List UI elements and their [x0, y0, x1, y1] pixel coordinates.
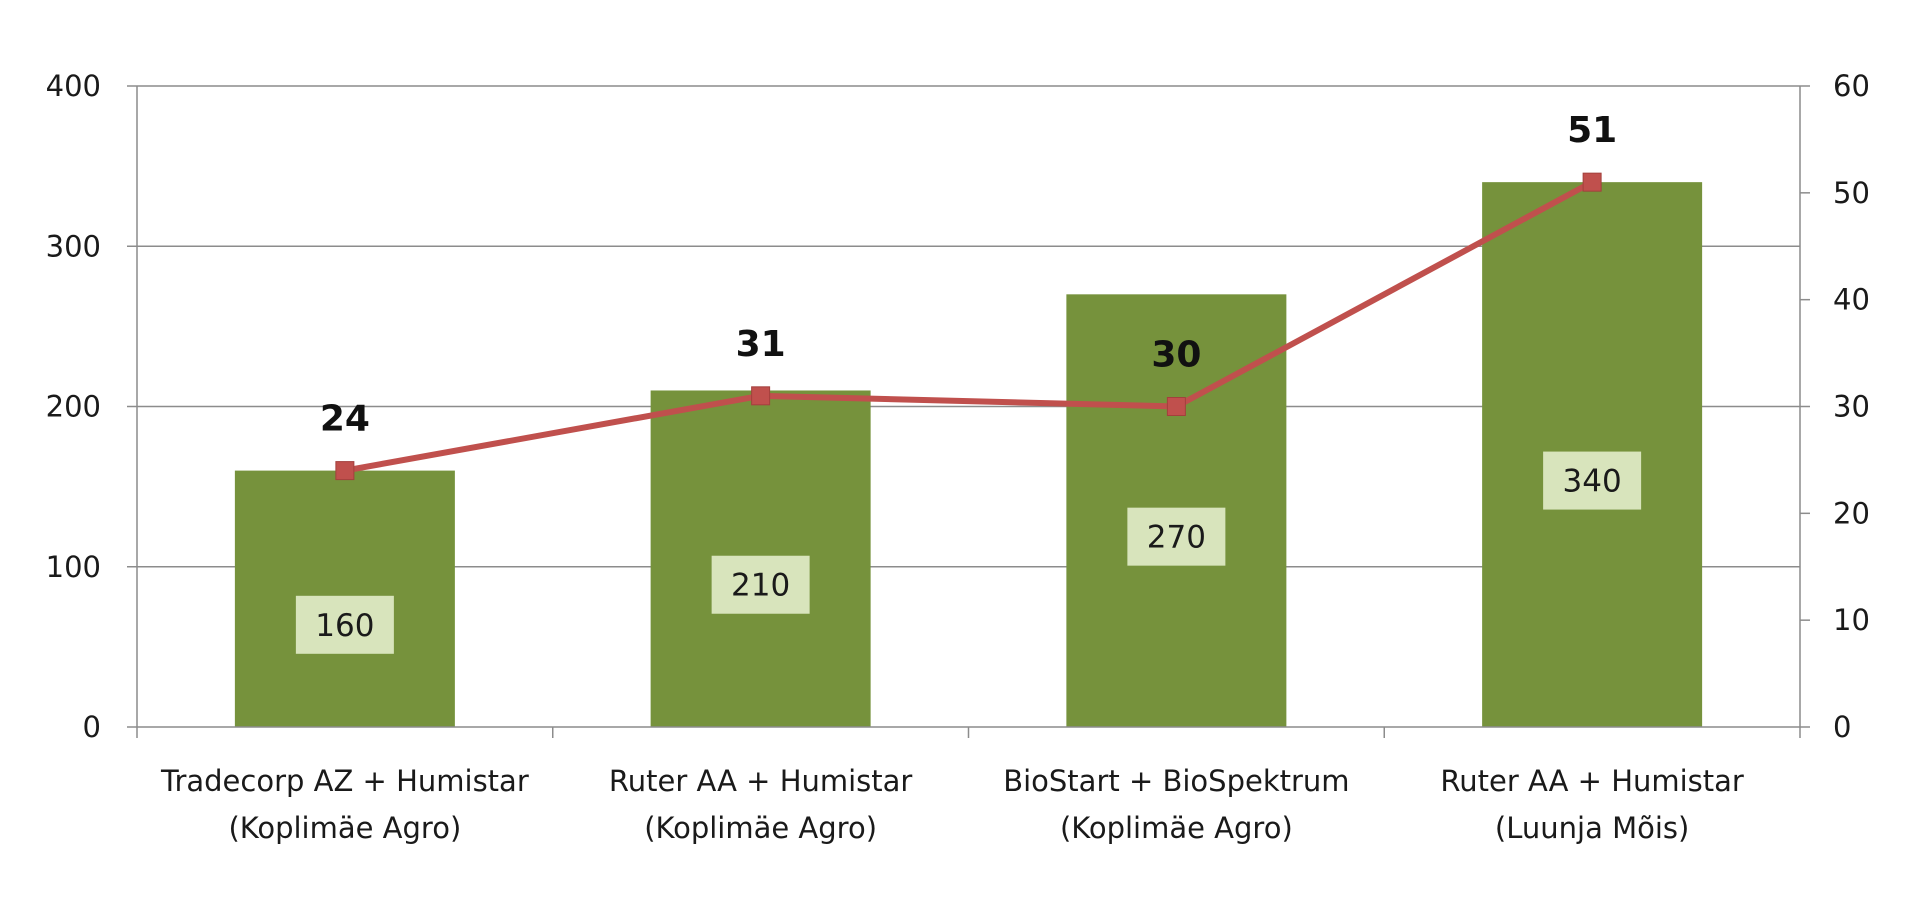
right-y-tick-label: 60: [1833, 69, 1870, 103]
x-category-label: (Luunja Mõis): [1495, 811, 1689, 845]
line-path: [344, 179, 1594, 474]
line-data-label: 24: [320, 399, 370, 440]
line-marker: [751, 386, 771, 406]
bar-data-label: 270: [1147, 520, 1206, 556]
x-category-label: Tradecorp AZ + Humistar: [160, 764, 529, 798]
right-y-tick-label: 50: [1833, 176, 1870, 210]
line-marker: [1166, 397, 1186, 416]
tick-labels: 0 100 200 300 400 0 10 20 30 40 50 60 Tradecorp AZ +…: [46, 69, 1870, 845]
bar-label-box: [1127, 507, 1226, 566]
bar-label-box: [295, 595, 394, 654]
right-y-tick-label: 20: [1833, 496, 1870, 530]
line-marker: [1582, 172, 1602, 192]
x-category-label: (Koplimäe Agro): [228, 811, 461, 845]
line-data-label: 30: [1151, 335, 1201, 376]
bar-label-box: [711, 555, 810, 614]
bar-data-label: 210: [731, 568, 790, 604]
left-y-tick-label: 200: [46, 390, 101, 424]
x-category-label: Ruter AA + Humistar: [1440, 764, 1744, 798]
x-category-label: (Koplimäe Agro): [1060, 811, 1293, 845]
x-category-label: BioStart + BioSpektrum: [1003, 764, 1349, 798]
left-y-tick-label: 400: [46, 69, 101, 103]
bar-series: [234, 182, 1703, 727]
left-y-tick-label: 100: [46, 550, 101, 584]
line-series: [335, 172, 1602, 481]
x-category-label: (Koplimäe Agro): [644, 811, 877, 845]
line-data-label: 51: [1567, 110, 1617, 151]
right-y-tick-label: 0: [1833, 710, 1851, 744]
bar-label-box: [1543, 451, 1642, 510]
bar-data-label: 160: [315, 608, 374, 644]
line-marker: [335, 461, 355, 481]
bar-data-label: 340: [1563, 464, 1622, 500]
data-labels: 160 210 270 340 24 31 30 51: [295, 110, 1642, 654]
right-y-tick-label: 30: [1833, 390, 1870, 424]
left-y-tick-label: 300: [46, 229, 101, 263]
left-y-tick-label: 0: [83, 710, 101, 744]
right-y-tick-label: 10: [1833, 603, 1870, 637]
right-y-tick-label: 40: [1833, 283, 1870, 317]
line-data-label: 31: [736, 324, 786, 365]
x-category-label: Ruter AA + Humistar: [609, 764, 913, 798]
axes: [127, 85, 1810, 738]
